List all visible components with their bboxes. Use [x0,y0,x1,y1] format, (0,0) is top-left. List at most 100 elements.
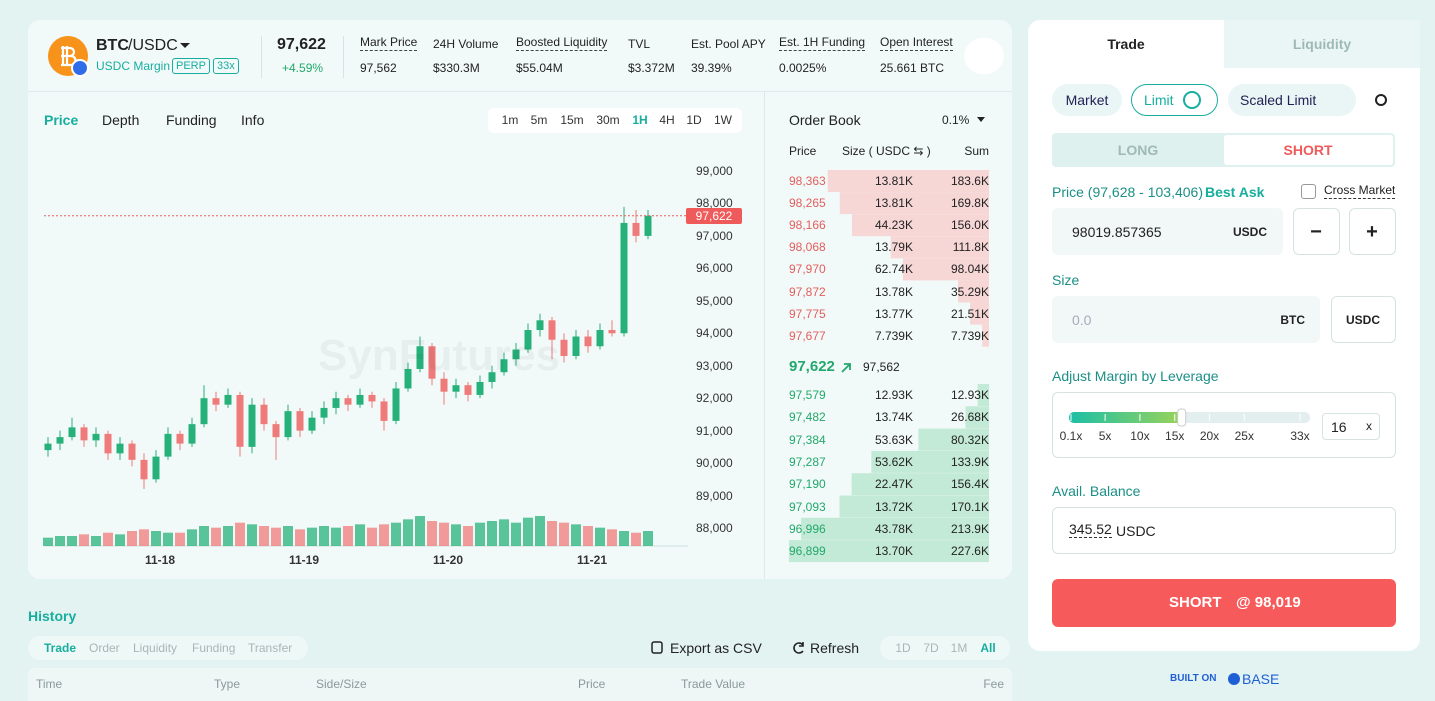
balance-unit: USDC [1116,523,1156,539]
slider-fill [1069,412,1182,423]
history-tab[interactable]: Order [89,641,120,655]
side[interactable]: LONG [1117,142,1159,158]
range[interactable]: All [980,641,996,655]
panel-tab[interactable]: Trade [1107,36,1145,52]
precision[interactable]: 0.1% [942,113,970,127]
volume-bar [403,519,413,546]
submit-label[interactable]: SHORT [1169,594,1222,611]
interval[interactable]: 1m [501,113,519,127]
volume-bar [451,524,461,546]
volume-bar [499,519,509,546]
candle-body [332,398,340,408]
unit-toggle[interactable] [1331,296,1396,343]
book-price: 98,265 [789,196,826,211]
stat-label: Open Interest [880,35,953,51]
export[interactable]: Export as CSV [670,640,762,656]
column-header: Type [214,677,241,691]
history-tab[interactable]: Liquidity [133,641,178,655]
book-sum: 227.6K [950,544,989,559]
volume-bar [355,524,365,546]
candle-body [356,394,364,405]
refresh[interactable]: Refresh [810,640,860,656]
book-size: 44.23K [874,218,913,233]
order-type-label[interactable]: Scaled Limit [1240,92,1317,108]
range[interactable]: 1D [895,641,911,655]
order-type[interactable] [1131,84,1218,116]
side-active[interactable] [1224,135,1393,165]
candle-body [248,404,256,447]
unit-toggle-label[interactable]: USDC [1345,313,1381,327]
history-tab[interactable]: Trade [44,641,77,655]
candle-body [380,401,388,421]
stat-value: 39.39% [691,61,732,75]
book-price: 96,899 [789,544,826,559]
volume-bar [547,521,557,546]
volume-bar [607,529,617,546]
slider-label: 25x [1234,429,1254,443]
interval[interactable]: 1D [686,113,702,127]
volume-bar [535,516,545,546]
stat-value: $330.3M [433,61,480,75]
history-tab[interactable]: Funding [192,641,236,655]
export-icon [651,641,663,654]
plus[interactable]: + [1366,221,1378,243]
candle-body [644,215,652,236]
order-type-label[interactable]: Market [1065,92,1109,108]
leverage-input[interactable] [1322,413,1380,440]
interval[interactable]: 5m [530,113,548,127]
best-ask[interactable]: Best Ask [1205,184,1265,200]
book-sum: 213.9K [950,521,989,536]
volume-bar [427,521,437,546]
order-type-label[interactable]: Limit [1144,92,1174,108]
range[interactable]: 1M [950,641,968,655]
column-header: Size ( USDC ⇆ ) [842,144,931,158]
chart-tab[interactable]: Info [241,112,265,128]
interval[interactable]: 1W [714,113,732,127]
price-input[interactable] [1052,208,1283,255]
submit-button[interactable] [1052,579,1396,627]
side[interactable]: SHORT [1283,142,1333,158]
step-button[interactable] [1349,208,1396,255]
chart-tab[interactable]: Funding [166,112,217,128]
interval[interactable]: 1H [632,113,648,127]
volume-bar [187,529,197,546]
chart-tab[interactable]: Price [44,112,79,128]
panel-tab[interactable]: Liquidity [1292,36,1352,52]
volume-bar [163,532,173,546]
pair-base[interactable]: BTC [96,37,129,54]
chart-tab[interactable]: Depth [102,112,140,128]
slider-label: 10x [1130,429,1150,443]
interval-bar [488,108,742,133]
input-value: 98019.857365 [1072,224,1162,240]
leverage-value: 16 [1331,419,1347,435]
book-sum: 7.739K [950,328,989,343]
submit-price[interactable]: @ 98,019 [1236,594,1301,611]
book-sum: 156.0K [950,218,989,233]
candle-body [584,336,592,347]
order-type[interactable] [1228,84,1356,116]
step-button[interactable] [1293,208,1340,255]
btc-glyph [61,46,77,67]
minus[interactable]: − [1310,221,1322,243]
interval[interactable]: 4H [659,113,675,127]
interval[interactable]: 15m [560,113,584,127]
field-label: Avail. Balance [1052,483,1141,499]
checkbox[interactable] [1301,184,1316,199]
candle-body [224,394,232,405]
tag: 33x [213,58,239,74]
range[interactable]: 7D [923,641,939,655]
candle-body [452,385,460,392]
volume-bar [103,532,113,546]
scroll-button[interactable] [964,38,1004,74]
size-input[interactable] [1052,296,1320,343]
volume-bar [199,526,209,546]
history-tab[interactable]: Transfer [248,641,293,655]
volume-bar [127,531,137,546]
pair-quote[interactable]: /USDC [128,37,178,54]
mark-price: 97,562 [863,360,900,374]
order-type[interactable] [1052,84,1122,116]
book-size: 43.78K [874,521,913,536]
interval[interactable]: 30m [596,113,620,127]
